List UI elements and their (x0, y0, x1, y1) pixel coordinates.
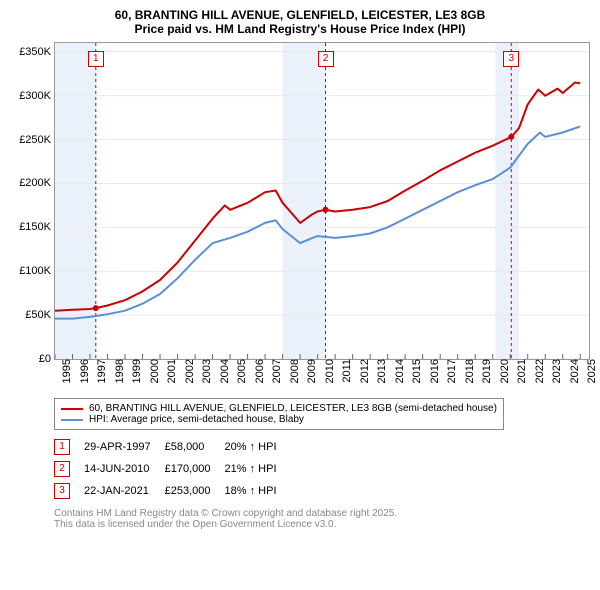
x-tick-label: 2013 (374, 359, 388, 383)
y-tick-label: £200K (19, 177, 55, 189)
sale-marker-box: 2 (54, 461, 70, 477)
x-tick-label: 2023 (549, 359, 563, 383)
x-tick-label: 2010 (322, 359, 336, 383)
legend-item: 60, BRANTING HILL AVENUE, GLENFIELD, LEI… (61, 403, 497, 414)
x-tick-label: 2015 (409, 359, 423, 383)
y-tick-label: £350K (19, 46, 55, 58)
legend-item: HPI: Average price, semi-detached house,… (61, 414, 497, 425)
licence-text: Contains HM Land Registry data © Crown c… (54, 508, 590, 530)
sale-marker-box: 3 (54, 483, 70, 499)
x-tick-label: 2008 (287, 359, 301, 383)
licence-line-1: Contains HM Land Registry data © Crown c… (54, 508, 590, 519)
y-tick-label: £300K (19, 90, 55, 102)
x-tick-label: 2004 (217, 359, 231, 383)
licence-line-2: This data is licensed under the Open Gov… (54, 519, 590, 530)
x-tick-label: 2017 (444, 359, 458, 383)
x-tick-label: 2012 (357, 359, 371, 383)
x-tick-label: 2018 (462, 359, 476, 383)
chart-container: 60, BRANTING HILL AVENUE, GLENFIELD, LEI… (0, 0, 600, 536)
plot-svg (55, 43, 589, 359)
x-tick-label: 2002 (182, 359, 196, 383)
sale-pct: 21% ↑ HPI (225, 458, 291, 480)
sale-n: 1 (54, 436, 84, 458)
x-tick-label: 2024 (567, 359, 581, 383)
sales-table: 1 29-APR-1997£58,00020% ↑ HPI 2 14-JUN-2010… (54, 436, 291, 502)
sale-price: £58,000 (165, 436, 225, 458)
legend-label: 60, BRANTING HILL AVENUE, GLENFIELD, LEI… (89, 403, 497, 414)
x-tick-label: 2000 (147, 359, 161, 383)
sale-n: 3 (54, 480, 84, 502)
sale-pct: 18% ↑ HPI (225, 480, 291, 502)
sales-row: 1 29-APR-1997£58,00020% ↑ HPI (54, 436, 291, 458)
sale-marker: 1 (88, 51, 104, 67)
sale-date: 14-JUN-2010 (84, 458, 165, 480)
chart-title: 60, BRANTING HILL AVENUE, GLENFIELD, LEI… (10, 8, 590, 36)
legend-swatch (61, 408, 83, 410)
sale-marker: 2 (318, 51, 334, 67)
y-tick-label: £250K (19, 134, 55, 146)
x-tick-label: 1995 (59, 359, 73, 383)
plot-area: £0£50K£100K£150K£200K£250K£300K£350K1995… (54, 42, 590, 360)
x-tick-label: 2003 (199, 359, 213, 383)
x-tick-label: 2025 (584, 359, 598, 383)
x-tick-label: 2021 (514, 359, 528, 383)
x-tick-label: 2006 (252, 359, 266, 383)
y-tick-label: £150K (19, 221, 55, 233)
y-tick-label: £50K (25, 309, 55, 321)
sale-price: £253,000 (165, 480, 225, 502)
sale-n: 2 (54, 458, 84, 480)
legend-swatch (61, 419, 83, 421)
legend-label: HPI: Average price, semi-detached house,… (89, 414, 304, 425)
x-tick-label: 2011 (339, 359, 353, 383)
x-tick-label: 1998 (112, 359, 126, 383)
x-tick-label: 2016 (427, 359, 441, 383)
sale-date: 22-JAN-2021 (84, 480, 165, 502)
x-tick-label: 2001 (164, 359, 178, 383)
sale-date: 29-APR-1997 (84, 436, 165, 458)
x-tick-label: 2022 (532, 359, 546, 383)
x-tick-label: 1997 (94, 359, 108, 383)
legend: 60, BRANTING HILL AVENUE, GLENFIELD, LEI… (54, 398, 504, 430)
x-tick-label: 1999 (129, 359, 143, 383)
x-tick-label: 2020 (497, 359, 511, 383)
x-tick-label: 2005 (234, 359, 248, 383)
sales-row: 2 14-JUN-2010£170,00021% ↑ HPI (54, 458, 291, 480)
x-tick-label: 2014 (392, 359, 406, 383)
sale-marker-box: 1 (54, 439, 70, 455)
x-tick-label: 2019 (479, 359, 493, 383)
x-tick-label: 1996 (77, 359, 91, 383)
sale-pct: 20% ↑ HPI (225, 436, 291, 458)
title-line-1: 60, BRANTING HILL AVENUE, GLENFIELD, LEI… (10, 8, 590, 22)
sales-row: 3 22-JAN-2021£253,00018% ↑ HPI (54, 480, 291, 502)
sale-marker: 3 (503, 51, 519, 67)
y-tick-label: £100K (19, 265, 55, 277)
sale-price: £170,000 (165, 458, 225, 480)
x-tick-label: 2009 (304, 359, 318, 383)
title-line-2: Price paid vs. HM Land Registry's House … (10, 22, 590, 36)
x-tick-label: 2007 (269, 359, 283, 383)
y-tick-label: £0 (39, 353, 55, 365)
